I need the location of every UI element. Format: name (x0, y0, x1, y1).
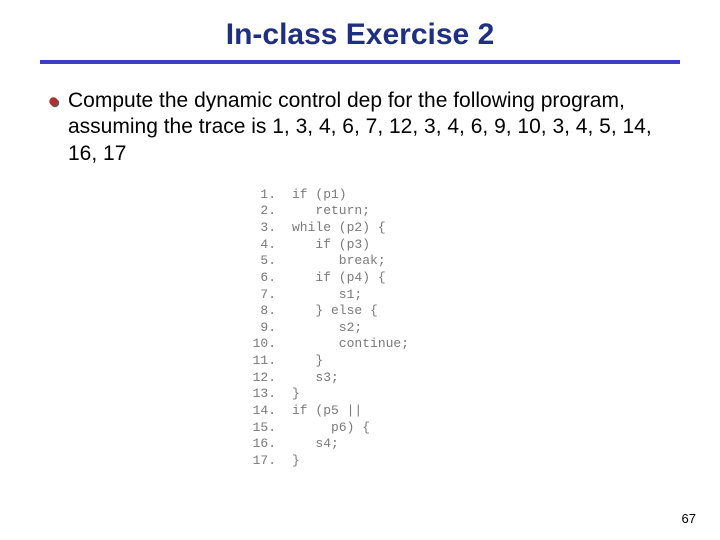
code-line: 6. if (p4) { (248, 270, 680, 287)
code-line: 5. break; (248, 253, 680, 270)
code-line: 13.} (248, 386, 680, 403)
code-line: 14.if (p5 || (248, 403, 680, 420)
code-line: 1.if (p1) (248, 187, 680, 204)
exercise-text: Compute the dynamic control dep for the … (68, 88, 680, 167)
code-line: 16. s4; (248, 436, 680, 453)
code-line: 7. s1; (248, 287, 680, 304)
code-line: 3.while (p2) { (248, 220, 680, 237)
code-line: 10. continue; (248, 336, 680, 353)
code-line: 15. p6) { (248, 420, 680, 437)
bullet-icon (48, 96, 60, 108)
code-line: 12. s3; (248, 370, 680, 387)
code-listing: 1.if (p1) 2. return; 3.while (p2) { 4. i… (248, 187, 680, 470)
code-line: 17.} (248, 453, 680, 470)
slide-title: In-class Exercise 2 (40, 18, 680, 52)
slide-body: Compute the dynamic control dep for the … (40, 88, 680, 469)
code-line: 11. } (248, 353, 680, 370)
code-line: 4. if (p3) (248, 237, 680, 254)
page-number: 67 (682, 511, 696, 526)
code-line: 2. return; (248, 203, 680, 220)
code-line: 9. s2; (248, 320, 680, 337)
title-underline (40, 60, 680, 64)
bullet-item: Compute the dynamic control dep for the … (48, 88, 680, 167)
slide: In-class Exercise 2 Compute the dynamic … (0, 0, 720, 540)
code-line: 8. } else { (248, 303, 680, 320)
